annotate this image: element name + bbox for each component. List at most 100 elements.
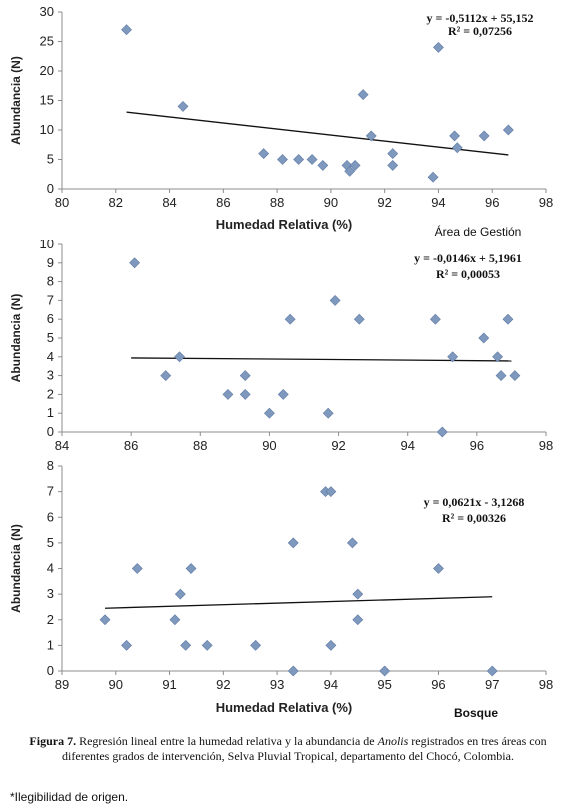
data-point <box>436 426 448 438</box>
data-point <box>449 130 461 142</box>
regression-equation: y = 0,0621x - 3,1268 <box>424 495 525 509</box>
x-tick-label: 97 <box>485 677 499 692</box>
x-tick-label: 92 <box>331 438 345 453</box>
data-point <box>174 351 185 363</box>
y-tick-label: 1 <box>47 405 54 420</box>
y-tick-label: 0 <box>47 181 54 196</box>
x-tick-label: 92 <box>216 677 230 692</box>
x-axis-label: Humedad Relativa (%) <box>216 217 353 232</box>
y-tick-label: 15 <box>40 93 54 108</box>
data-point <box>429 313 441 325</box>
x-tick-label: 88 <box>193 438 207 453</box>
data-point <box>346 537 358 549</box>
data-point <box>258 148 270 160</box>
y-tick-label: 3 <box>47 368 54 383</box>
x-tick-label: 95 <box>377 677 391 692</box>
x-tick-label: 93 <box>270 677 284 692</box>
x-tick-label: 96 <box>485 195 499 210</box>
caption-text-before: Regresión lineal entre la humedad relati… <box>76 734 378 748</box>
data-point <box>185 563 197 574</box>
y-axis-label: Abundancia (N) <box>9 294 23 383</box>
y-tick-label: 8 <box>47 274 54 289</box>
x-tick-label: 98 <box>539 195 553 210</box>
chart-bosque-svg: 0 1 2 3 4 5 6 7 8 89 90 91 92 93 94 95 96 97 98 Humedad Rel… <box>9 460 553 720</box>
y-tick-label: 10 <box>40 240 54 251</box>
y-tick-label: 2 <box>47 386 54 401</box>
data-point <box>492 351 504 363</box>
data-point <box>427 171 439 183</box>
r-squared: R² = 0,07256 <box>448 24 512 38</box>
x-tick-label: 94 <box>400 438 414 453</box>
trend-line <box>105 596 493 609</box>
data-point <box>287 665 299 677</box>
x-tick-label: 90 <box>262 438 276 453</box>
data-point <box>129 257 141 269</box>
x-tick-label: 98 <box>539 438 553 453</box>
chart-bosque-secundario-svg: 0123456789108486889092949698Humedad Rela… <box>9 240 553 453</box>
data-point <box>239 388 251 400</box>
x-tick-label: 94 <box>431 195 445 210</box>
data-point <box>277 154 288 165</box>
data-point <box>322 407 334 419</box>
y-tick-label: 7 <box>47 292 54 307</box>
data-point <box>177 100 189 112</box>
y-tick-label: 0 <box>47 663 54 678</box>
trend-line <box>131 357 512 362</box>
chart-bosque-secundario: 0123456789108486889092949698Humedad Rela… <box>0 240 574 460</box>
data-point <box>325 486 337 498</box>
data-point <box>239 370 251 382</box>
y-axis-label: Abundancia (N) <box>9 524 23 613</box>
area-label: Área de Gestión <box>435 224 522 239</box>
data-point <box>433 563 444 574</box>
data-point <box>284 313 296 325</box>
data-point <box>250 639 262 651</box>
data-point <box>357 89 369 101</box>
x-tick-label: 80 <box>55 195 69 210</box>
data-point <box>433 41 444 53</box>
y-tick-label: 5 <box>47 535 54 550</box>
caption-taxon: Anolis <box>377 734 409 748</box>
data-point <box>478 332 490 344</box>
data-point <box>379 665 391 677</box>
x-tick-label: 98 <box>539 677 553 692</box>
y-tick-label: 25 <box>40 34 54 49</box>
x-tick-label: 91 <box>162 677 176 692</box>
data-point <box>502 124 514 136</box>
y-tick-label: 7 <box>47 484 54 499</box>
x-tick-label: 84 <box>162 195 176 210</box>
regression-equation: y = -0,5112x + 55,152 <box>426 11 533 25</box>
regression-equation: y = -0,0146x + 5,1961 <box>414 251 522 265</box>
chart-area-gestion-svg: 0 5 10 15 20 25 30 80 82 84 86 88 90 92 94 96 98 Humedad … <box>9 4 553 239</box>
data-point <box>495 370 507 382</box>
data-point <box>174 588 186 600</box>
data-point <box>277 388 289 400</box>
data-point <box>387 159 399 171</box>
data-point <box>509 370 521 382</box>
figure-label: Figura 7. <box>29 734 77 748</box>
x-tick-label: 90 <box>109 677 123 692</box>
x-tick-label: 92 <box>377 195 391 210</box>
r-squared: R² = 0,00053 <box>436 267 500 281</box>
data-point <box>325 639 337 651</box>
x-tick-label: 96 <box>470 438 484 453</box>
y-tick-label: 6 <box>47 509 54 524</box>
r-squared: R² = 0,00326 <box>442 511 506 525</box>
y-tick-label: 6 <box>47 311 54 326</box>
x-axis-label: Humedad Relativa (%) <box>216 700 353 715</box>
y-tick-label: 10 <box>40 122 54 137</box>
y-tick-label: 30 <box>40 4 54 19</box>
data-point <box>329 294 341 306</box>
data-point <box>352 614 364 626</box>
y-tick-label: 8 <box>47 460 54 473</box>
data-point <box>293 154 305 165</box>
data-point <box>451 142 463 154</box>
x-tick-label: 84 <box>55 438 69 453</box>
data-point <box>349 159 361 171</box>
chart-bosque: 0 1 2 3 4 5 6 7 8 89 90 91 92 93 94 95 96 97 98 Humedad Rel… <box>0 460 574 722</box>
y-tick-label: 20 <box>40 63 54 78</box>
data-point <box>387 148 399 160</box>
x-tick-label: 86 <box>124 438 138 453</box>
y-tick-label: 4 <box>47 561 54 576</box>
x-tick-label: 86 <box>216 195 230 210</box>
data-point <box>160 370 172 382</box>
